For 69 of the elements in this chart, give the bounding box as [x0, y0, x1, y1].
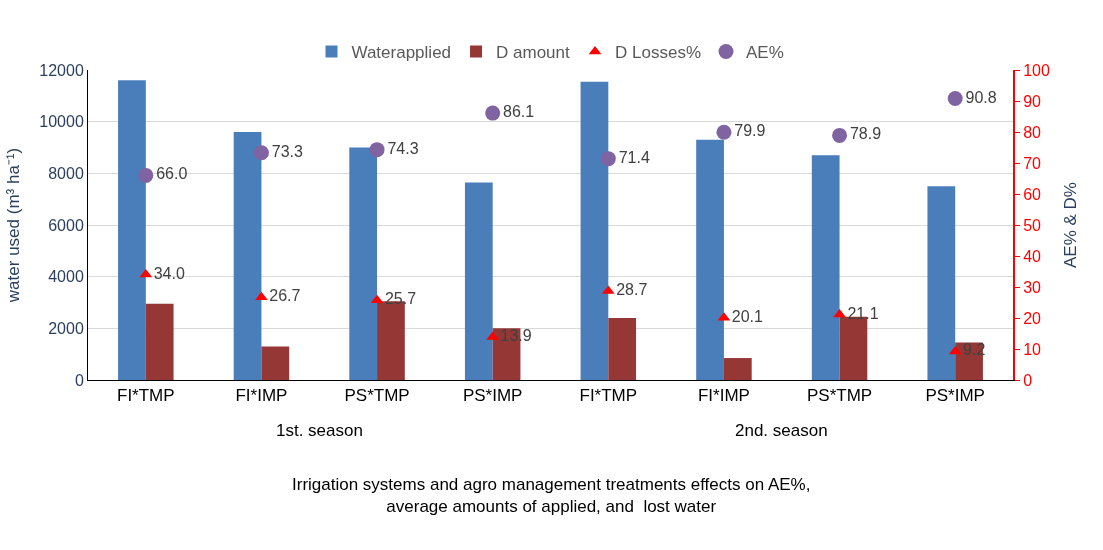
y-tick-label: 6000 — [48, 216, 84, 234]
y-tick-label: 12000 — [39, 61, 84, 79]
data-label: 20.1 — [731, 307, 764, 325]
bar — [145, 303, 174, 380]
y2-tick-label: 20 — [1023, 309, 1042, 327]
point — [947, 91, 963, 107]
point — [138, 167, 154, 183]
y2-tick-label: 40 — [1023, 247, 1042, 265]
y2-tick-label: 60 — [1023, 185, 1042, 203]
data-label: 74.3 — [387, 139, 419, 157]
x-tick-label: FI*IMP — [697, 386, 750, 406]
bar — [580, 81, 609, 380]
data-label: 71.4 — [618, 148, 650, 166]
y-tick-label: 8000 — [48, 164, 84, 182]
legend-label: D amount — [496, 43, 571, 63]
x-tick-label: PS*IMP — [925, 386, 985, 406]
y-axis-title: water used (m³ ha⁻¹) — [3, 147, 23, 304]
x-axis-title: Irrigation systems and agro management treatments effects on AE%, average amounts of applied, and lost water — [292, 475, 811, 517]
x-tick-label: FI*TMP — [117, 386, 175, 406]
legend-label: Waterapplied — [351, 43, 452, 63]
data-label: 78.9 — [849, 125, 882, 143]
y-tick-label: 2000 — [48, 319, 84, 337]
point — [832, 127, 848, 143]
data-label: 28.7 — [616, 281, 648, 299]
bar — [927, 186, 956, 380]
y-tick-label: 4000 — [48, 268, 84, 286]
y-tick-label: 10000 — [39, 113, 84, 131]
bar — [261, 346, 290, 380]
text: 2nd. season — [735, 421, 828, 440]
data-label: 34.0 — [153, 264, 185, 282]
x-tick-label: PS*IMP — [462, 386, 523, 406]
bar — [608, 318, 637, 380]
x-tick-label: PS*TMP — [344, 386, 410, 406]
text: 1st. season — [276, 421, 363, 440]
point — [600, 151, 616, 167]
legend-label: D Losses% — [615, 43, 702, 63]
bar — [811, 155, 840, 380]
data-label: 79.9 — [734, 122, 766, 140]
data-label: 90.8 — [965, 88, 997, 106]
y2-tick-label: 70 — [1023, 154, 1042, 172]
y2-tick-label: 80 — [1023, 123, 1042, 141]
y2-tick-label: 50 — [1023, 216, 1042, 234]
point — [716, 124, 732, 140]
y2-tick-label: 30 — [1023, 278, 1042, 296]
point — [948, 345, 962, 355]
bar — [464, 182, 493, 380]
y2-tick-label: 90 — [1023, 92, 1042, 110]
x-tick-label: FI*IMP — [235, 386, 288, 406]
y-tick-label: 0 — [74, 371, 84, 389]
y2-tick-label: 10 — [1023, 340, 1042, 358]
data-label: 26.7 — [269, 287, 301, 305]
point — [370, 294, 384, 304]
data-label: 86.1 — [503, 103, 535, 121]
data-label: 66.0 — [156, 165, 188, 183]
point — [253, 145, 269, 161]
bar — [723, 358, 752, 380]
y2-axis-title: AE% & D% — [1060, 182, 1080, 268]
x-tick-label: PS*TMP — [806, 386, 873, 406]
legend-label: AE% — [746, 43, 784, 63]
data-label: 73.3 — [271, 142, 304, 160]
bar — [349, 147, 378, 380]
bar — [118, 80, 146, 380]
point — [369, 142, 385, 158]
point — [485, 105, 501, 121]
bar — [696, 139, 724, 380]
x-tick-label: FI*TMP — [579, 386, 638, 406]
bar — [233, 132, 262, 380]
y2-tick-label: 0 — [1023, 371, 1033, 389]
y2-tick-label: 100 — [1023, 61, 1050, 79]
